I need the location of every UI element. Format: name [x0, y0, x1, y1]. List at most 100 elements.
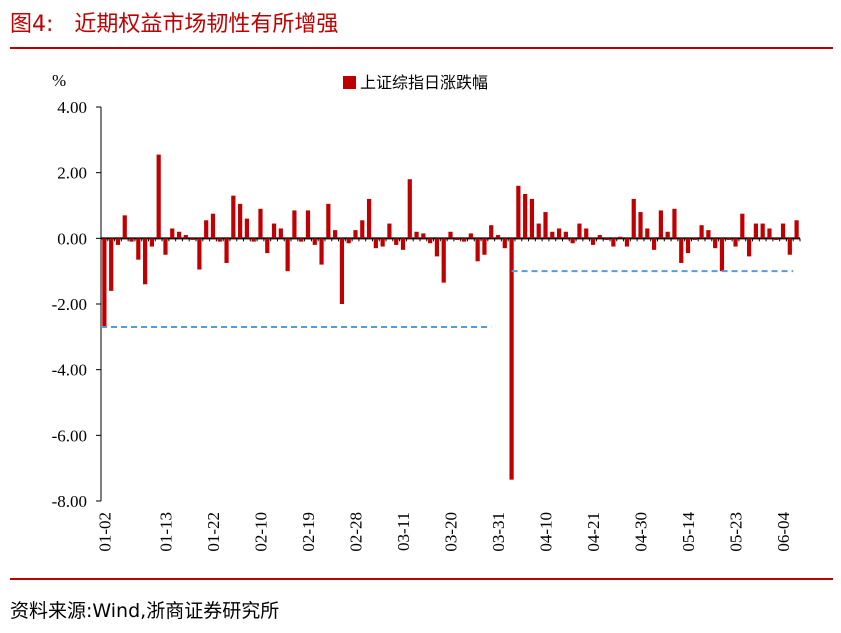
bar	[366, 198, 372, 239]
bar	[611, 238, 616, 247]
bar	[183, 235, 188, 239]
bar	[780, 223, 786, 239]
bar	[767, 228, 772, 239]
bar	[115, 238, 121, 245]
x-tick-label: 05-23	[727, 512, 746, 552]
y-axis: 4.00 2.00 0.00 -2.00 -4.00 -6.00 -8.00	[52, 98, 102, 511]
bar	[407, 179, 412, 239]
bar	[692, 238, 697, 240]
x-tick-label: 01-13	[156, 512, 175, 552]
bar	[679, 238, 684, 263]
bar-chart: 4.002.000.00-2.00-4.00-6.00-8.00 01-02 01…	[52, 71, 801, 552]
bar	[319, 238, 324, 265]
bar	[665, 231, 670, 239]
bar	[190, 238, 195, 240]
x-tick-label: 03-20	[442, 512, 461, 552]
bar	[210, 213, 216, 239]
bar	[102, 238, 107, 327]
bar	[387, 223, 392, 239]
x-tick-label: 06-04	[774, 512, 793, 552]
bar	[495, 235, 501, 239]
bar	[326, 203, 331, 239]
bar	[441, 238, 446, 283]
chart-title: 图4: 近期权益市场韧性有所增强	[10, 12, 339, 37]
x-tick-label: 02-19	[299, 512, 318, 552]
bar	[699, 225, 704, 239]
y-tick-label: 0.00	[57, 229, 87, 248]
bar	[631, 198, 636, 239]
bar	[170, 228, 175, 239]
bar	[597, 235, 602, 239]
x-tick-label: 03-31	[489, 512, 508, 552]
x-tick-label: 01-02	[95, 512, 114, 552]
x-tick-label: 02-10	[251, 512, 270, 552]
bar	[414, 231, 419, 239]
bar	[109, 238, 114, 291]
bar	[461, 238, 467, 242]
bar	[224, 238, 229, 263]
bar	[740, 213, 745, 239]
bar	[176, 231, 182, 239]
source-rule	[10, 578, 833, 580]
bar	[346, 238, 351, 244]
x-tick-label: 02-28	[346, 512, 365, 552]
bar	[556, 228, 562, 239]
bar	[285, 238, 290, 272]
bar	[706, 230, 711, 239]
bar	[136, 238, 141, 260]
bar	[590, 238, 596, 245]
bar	[278, 228, 283, 239]
bar	[638, 212, 643, 239]
bar	[149, 238, 155, 247]
bar	[774, 238, 779, 240]
y-tick-label: -8.00	[52, 492, 87, 511]
y-tick-label: -2.00	[52, 295, 87, 314]
x-tick-label: 04-30	[632, 512, 651, 552]
bar	[204, 220, 209, 239]
bar	[645, 228, 650, 239]
bar	[529, 198, 535, 239]
bar	[163, 238, 168, 255]
bar	[434, 238, 440, 257]
bar	[258, 208, 263, 239]
bar	[726, 238, 731, 240]
bar	[251, 238, 256, 242]
x-tick-label: 04-21	[584, 512, 603, 552]
bar	[143, 238, 148, 285]
bar	[543, 212, 548, 239]
legend-label: 上证综指日涨跌幅	[360, 73, 488, 92]
y-tick-label: -4.00	[52, 361, 87, 380]
bar	[624, 238, 630, 247]
legend-swatch	[343, 76, 356, 89]
bar	[658, 210, 663, 239]
source-note: 资料来源:Wind,浙商证券研究所	[10, 600, 280, 622]
title-rule	[10, 47, 833, 49]
bar	[618, 236, 623, 239]
x-tick-label: 05-14	[679, 512, 698, 552]
bar	[380, 238, 385, 247]
bar	[231, 195, 236, 239]
bar	[428, 238, 433, 244]
bar	[197, 238, 202, 270]
bar	[400, 238, 406, 250]
bar	[333, 230, 338, 239]
bar	[475, 238, 480, 262]
bar	[787, 238, 792, 255]
bar	[265, 238, 270, 254]
x-tick-label: 04-10	[537, 512, 556, 552]
bar	[502, 238, 507, 249]
bar	[584, 228, 589, 239]
bar	[536, 223, 541, 239]
y-axis-unit: %	[52, 71, 66, 90]
bar	[360, 220, 365, 239]
bar	[713, 238, 718, 249]
bar	[563, 231, 568, 239]
bar	[468, 233, 473, 239]
bar	[577, 223, 582, 239]
bar	[129, 238, 134, 242]
bar	[455, 238, 460, 240]
y-tick-label: 4.00	[57, 98, 87, 117]
bar	[570, 238, 575, 244]
bar	[482, 238, 487, 255]
x-axis: 01-02 01-13 01-22 02-10 02-19 02-28 03-11 03-20…	[95, 237, 801, 552]
